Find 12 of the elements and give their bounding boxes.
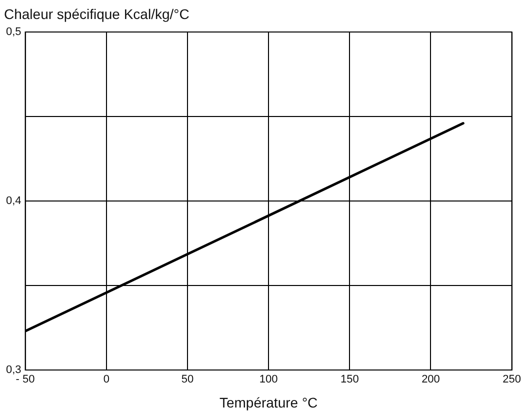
- x-tick-label: 50: [181, 374, 194, 386]
- y-tick-label: 0,4: [6, 195, 22, 208]
- y-tick-label: 0,3: [6, 364, 22, 376]
- x-tick-label: 250: [502, 374, 522, 386]
- y-axis-title: Chaleur spécifique Kcal/kg/°C: [4, 6, 190, 22]
- x-axis-title: Température °C: [219, 394, 318, 410]
- y-tick-label: 0,5: [6, 26, 22, 38]
- x-tick-label: - 50: [16, 374, 35, 386]
- x-tick-label: 100: [259, 374, 278, 386]
- x-tick-label: 150: [340, 374, 359, 386]
- x-tick-label: 0: [103, 374, 110, 386]
- x-tick-label: 200: [422, 374, 440, 386]
